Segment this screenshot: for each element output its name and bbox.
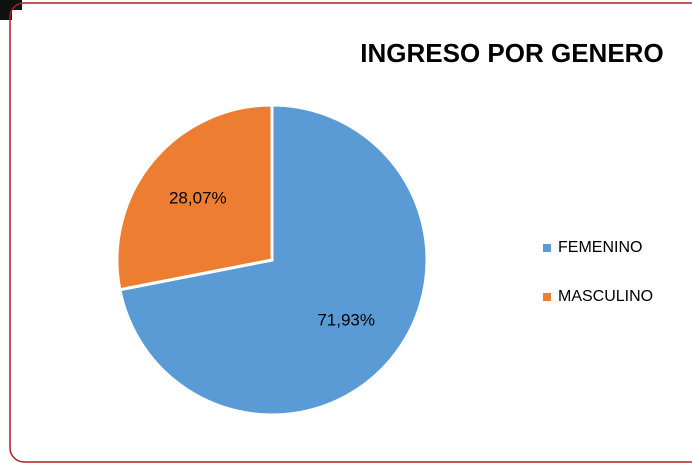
data-label: 71,93% — [317, 311, 375, 330]
chart-title: INGRESO POR GENERO — [360, 38, 663, 68]
legend-swatch — [543, 293, 551, 301]
legend-label: FEMENINO — [558, 239, 642, 256]
pie-slice — [115, 103, 274, 292]
data-label: 28,07% — [169, 188, 227, 207]
legend-swatch — [543, 244, 551, 252]
chart-border — [9, 2, 692, 463]
legend-label: MASCULINO — [558, 288, 653, 305]
